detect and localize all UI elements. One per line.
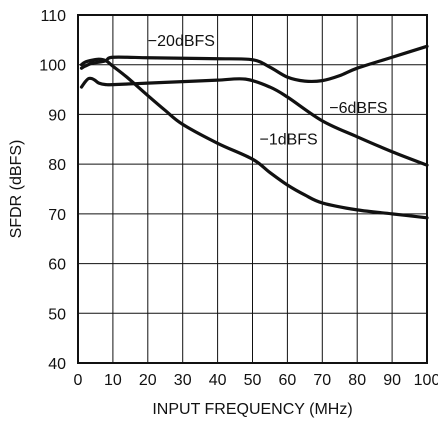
y-tick-label: 50 xyxy=(48,306,66,323)
y-tick-label: 60 xyxy=(48,257,66,274)
series-label-minus-20dbfs: −20dBFS xyxy=(148,33,215,50)
series-label-minus-6dbfs: −6dBFS xyxy=(329,100,387,117)
x-tick-label: 40 xyxy=(209,372,227,389)
grid-lines xyxy=(78,15,427,363)
x-tick-labels: 0 10 20 30 40 50 60 70 80 90 100 xyxy=(74,372,438,389)
x-tick-label: 0 xyxy=(74,372,83,389)
x-axis-title: INPUT FREQUENCY (MHz) xyxy=(152,401,352,418)
series-line-minus-6dbfs xyxy=(79,76,429,167)
series-lines xyxy=(79,44,429,220)
x-tick-label: 10 xyxy=(104,372,122,389)
x-tick-label: 80 xyxy=(348,372,366,389)
x-tick-label: 50 xyxy=(244,372,262,389)
x-tick-label: 100 xyxy=(414,372,438,389)
series-line-minus-20dbfs xyxy=(79,44,429,84)
x-tick-label: 60 xyxy=(279,372,297,389)
x-tick-label: 20 xyxy=(139,372,157,389)
y-tick-labels: 40 50 60 70 80 90 100 110 xyxy=(39,8,66,373)
y-tick-label: 90 xyxy=(48,107,66,124)
y-tick-label: 40 xyxy=(48,356,66,373)
x-tick-label: 90 xyxy=(383,372,401,389)
series-annotations: −20dBFS −6dBFS −1dBFS xyxy=(148,33,388,148)
x-tick-label: 70 xyxy=(313,372,331,389)
y-tick-label: 110 xyxy=(40,8,66,25)
y-tick-label: 80 xyxy=(48,157,66,174)
plot-frame xyxy=(77,14,428,364)
x-tick-label: 30 xyxy=(174,372,192,389)
series-label-minus-1dbfs: −1dBFS xyxy=(259,131,317,148)
y-tick-label: 70 xyxy=(48,207,66,224)
series-line-minus-1dbfs xyxy=(79,57,429,220)
y-axis-title: SFDR (dBFS) xyxy=(8,140,25,239)
y-tick-label: 100 xyxy=(39,58,66,75)
